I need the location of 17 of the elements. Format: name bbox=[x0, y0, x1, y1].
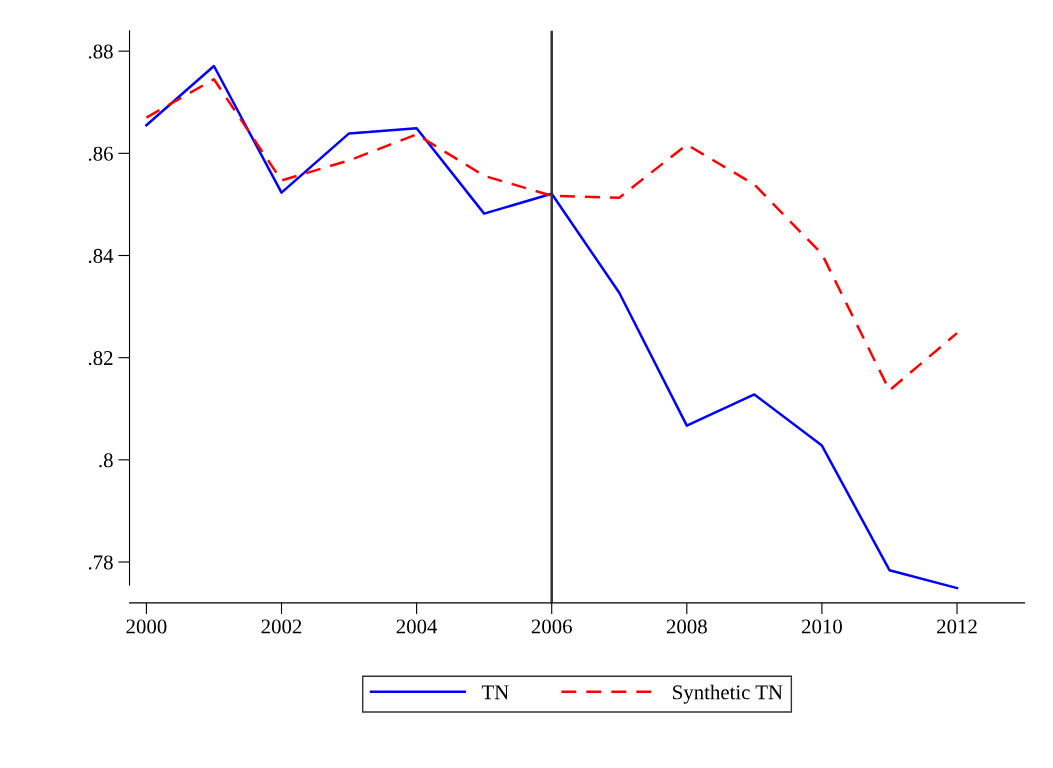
line-series bbox=[145, 78, 959, 392]
x-tick-label: 2006 bbox=[531, 619, 572, 634]
y-tick-label: .82 bbox=[88, 351, 113, 366]
y-tick-label: .78 bbox=[88, 555, 113, 570]
legend-label: Synthetic TN bbox=[673, 684, 783, 704]
y-tick-label: .8 bbox=[99, 453, 113, 468]
line-series bbox=[145, 64, 959, 590]
x-tick-label: 2008 bbox=[666, 619, 707, 634]
legend-label: TN bbox=[481, 685, 509, 700]
x-tick-label: 2002 bbox=[261, 619, 302, 634]
y-tick-label: .86 bbox=[88, 146, 113, 161]
x-tick-label: 2012 bbox=[937, 619, 977, 634]
x-tick-label: 2004 bbox=[396, 619, 438, 634]
y-tick-label: .88 bbox=[88, 44, 113, 59]
x-tick-label: 2010 bbox=[802, 619, 842, 634]
y-tick-label: .84 bbox=[88, 248, 114, 264]
x-tick-label: 2000 bbox=[126, 619, 167, 634]
